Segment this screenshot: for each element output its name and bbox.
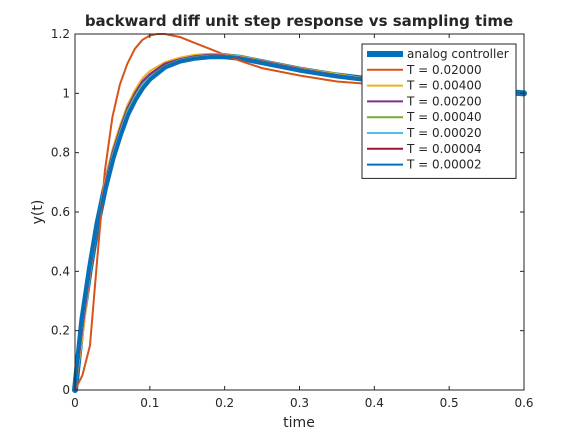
y-axis-label: y(t) <box>30 200 46 225</box>
y-tick-label: 0 <box>62 383 70 397</box>
legend-entry-label: analog controller <box>407 47 509 61</box>
y-tick-label: 1 <box>62 86 70 100</box>
y-tick-label: 0.2 <box>51 324 70 338</box>
x-tick-label: 0.2 <box>215 396 234 410</box>
y-tick-label: 0.6 <box>51 205 70 219</box>
legend-entry-label: T = 0.00004 <box>406 142 482 156</box>
y-tick-label: 0.8 <box>51 146 70 160</box>
legend-entry-label: T = 0.00040 <box>406 110 482 124</box>
x-axis-label: time <box>283 415 315 431</box>
x-tick-label: 0.3 <box>290 396 309 410</box>
x-tick-label: 0.5 <box>440 396 459 410</box>
legend-entry-label: T = 0.00200 <box>406 94 482 108</box>
chart-title: backward diff unit step response vs samp… <box>85 12 513 30</box>
ticks: 0 0.1 0.2 0.3 0.4 0.5 0.6 0 0.2 0.4 0.6 0.8 1 1.2 <box>51 27 534 410</box>
legend-entry-label: T = 0.00400 <box>406 79 482 93</box>
legend-entry-label: T = 0.00002 <box>406 158 482 172</box>
legend-box <box>361 43 517 179</box>
legend-entry-label: T = 0.02000 <box>406 63 482 77</box>
x-tick-label: 0.1 <box>140 396 159 410</box>
x-tick-label: 0.6 <box>514 396 533 410</box>
x-tick-label: 0 <box>71 396 79 410</box>
y-tick-label: 1.2 <box>51 27 70 41</box>
x-tick-label: 0.4 <box>365 396 384 410</box>
legend-entry-label: T = 0.00020 <box>406 126 482 140</box>
y-tick-label: 0.4 <box>51 264 70 278</box>
